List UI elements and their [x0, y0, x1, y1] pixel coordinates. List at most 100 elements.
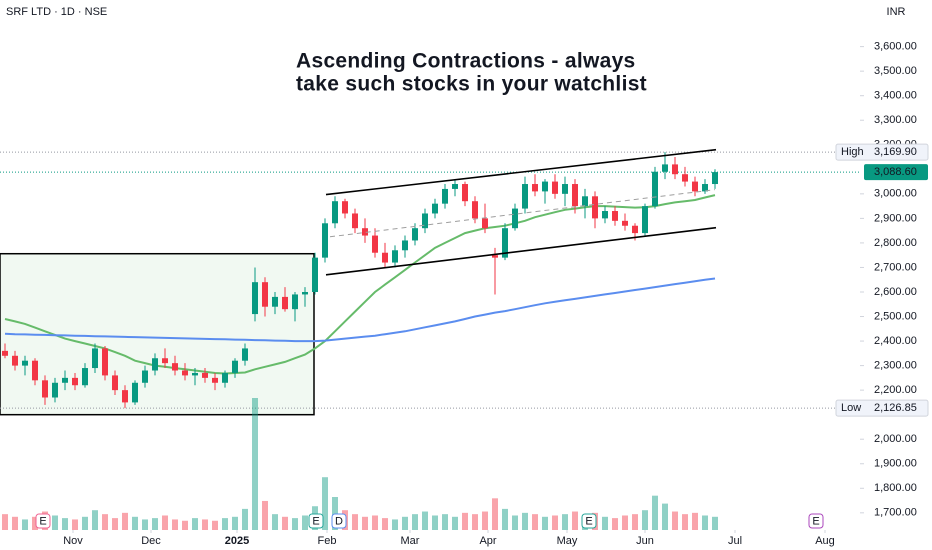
candle-body: [432, 203, 438, 214]
candle-body: [682, 174, 688, 182]
volume-bar: [672, 511, 678, 530]
y-tick-label: 2,600.00: [874, 286, 917, 298]
volume-bar: [612, 518, 618, 530]
y-tick-label: 3,000.00: [874, 188, 917, 200]
candle-body: [342, 201, 348, 214]
y-tick-label: 1,700.00: [874, 507, 917, 519]
candle-body: [332, 201, 338, 224]
candle-body: [542, 181, 548, 192]
event-marker: [331, 513, 347, 529]
volume-bar: [72, 519, 78, 530]
high-value: 3,169.90: [874, 146, 917, 158]
candle-body: [282, 296, 288, 310]
candle-body: [402, 240, 408, 251]
event-label: D: [335, 515, 343, 527]
candle-body: [362, 228, 368, 236]
volume-bar: [182, 520, 188, 530]
volume-bar: [292, 518, 298, 530]
candle-body: [22, 360, 28, 366]
volume-bar: [322, 477, 328, 530]
candle-body: [42, 380, 48, 398]
y-tick-label: 2,800.00: [874, 237, 917, 249]
candle-body: [352, 213, 358, 229]
candle-body: [172, 363, 178, 371]
volume-bar: [12, 516, 18, 530]
candle-body: [292, 294, 298, 310]
volume-bar: [232, 516, 238, 530]
candle-body: [492, 255, 498, 258]
y-tick-label: 2,200.00: [874, 384, 917, 396]
x-tick-label: Aug: [815, 535, 835, 547]
candle-body: [302, 291, 308, 295]
y-tick-label: 2,500.00: [874, 310, 917, 322]
volume-bar: [152, 518, 158, 530]
candle-body: [272, 296, 278, 307]
candle-body: [582, 196, 588, 207]
volume-bar: [422, 511, 428, 530]
volume-bar: [52, 515, 58, 530]
volume-bar: [462, 512, 468, 530]
volume-bar: [32, 516, 38, 530]
currency: INR: [887, 6, 906, 18]
volume-bar: [362, 516, 368, 530]
volume-bar: [272, 514, 278, 530]
volume-bar: [552, 515, 558, 530]
volume-bar: [222, 518, 228, 530]
x-tick-label: 2025: [225, 535, 249, 547]
candle-body: [412, 228, 418, 241]
volume-bar: [112, 518, 118, 530]
volume-bar: [142, 519, 148, 530]
low-value: 2,126.85: [874, 402, 917, 414]
volume-bar: [642, 510, 648, 530]
event-marker: [808, 513, 824, 529]
last-price-tag: [864, 164, 928, 181]
volume-bar: [82, 516, 88, 530]
volume-bar: [432, 515, 438, 530]
candle-body: [372, 235, 378, 253]
candle-body: [242, 348, 248, 361]
candle-body: [2, 350, 8, 356]
volume-bar: [92, 510, 98, 530]
candle-body: [702, 184, 708, 192]
volume-bar: [682, 514, 688, 530]
volume-bar: [652, 495, 658, 530]
x-tick-label: Jul: [728, 535, 742, 547]
volume-bar: [602, 516, 608, 530]
candle-body: [562, 184, 568, 194]
candle-body: [12, 355, 18, 366]
volume-bar: [392, 519, 398, 530]
symbol-header: SRF LTD · 1D · NSE: [6, 6, 107, 18]
candle-body: [512, 208, 518, 229]
candle-body: [662, 164, 668, 172]
candle-body: [262, 282, 268, 307]
y-tick-label: 3,600.00: [874, 41, 917, 53]
volume-bar: [212, 520, 218, 530]
candle-body: [32, 360, 38, 381]
candle-body: [142, 370, 148, 383]
volume-bar: [572, 511, 578, 530]
volume-bar: [22, 519, 28, 530]
high-tag: [835, 143, 929, 161]
volume-bar: [702, 515, 708, 530]
volume-bar: [442, 514, 448, 530]
volume-bar: [302, 515, 308, 530]
x-tick-label: Mar: [401, 535, 420, 547]
volume-bar: [412, 514, 418, 530]
candle-body: [442, 188, 448, 204]
event-marker: [308, 513, 324, 529]
event-label: E: [312, 515, 319, 527]
x-tick-label: May: [557, 535, 578, 547]
event-marker: [581, 513, 597, 529]
candle-body: [612, 211, 618, 221]
x-tick-label: Nov: [63, 535, 83, 547]
candle-body: [322, 223, 328, 258]
candle-body: [52, 382, 58, 398]
x-tick-label: Dec: [141, 535, 161, 547]
volume-bar: [662, 503, 668, 530]
candle-body: [122, 390, 128, 403]
volume-bar: [502, 508, 508, 530]
volume-bar: [452, 516, 458, 530]
low-tag: [835, 399, 929, 417]
